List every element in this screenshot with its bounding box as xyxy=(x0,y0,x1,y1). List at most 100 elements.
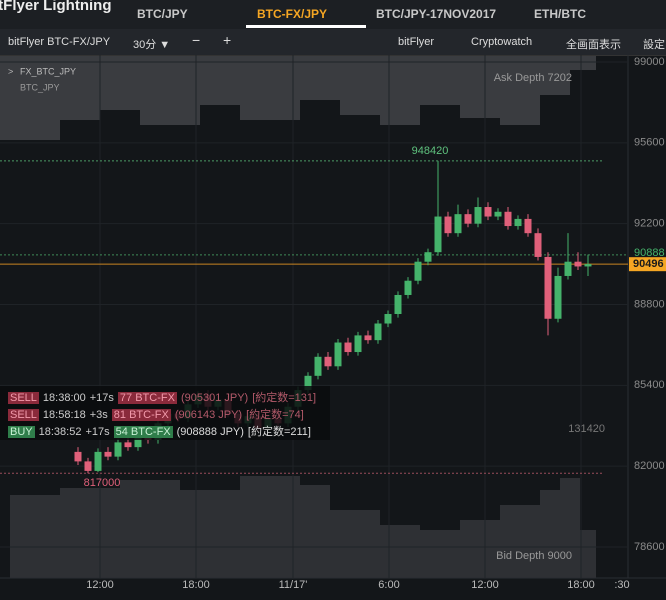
candle-body xyxy=(414,261,422,281)
trade-log: SELL 18:38:00 +17s 77 BTC-FX (905301 JPY) [約定… xyxy=(0,386,330,440)
trade-count: [約定数=131] xyxy=(252,392,317,404)
last-price-label: 90496 xyxy=(633,258,664,270)
trade-price: (906143 JPY) xyxy=(174,409,243,421)
trade-time: 18:58:18 xyxy=(42,409,86,421)
candle-body xyxy=(74,451,82,462)
candle-body xyxy=(454,214,462,234)
source-button[interactable]: Cryptowatch xyxy=(471,36,533,48)
trade-row: BUY 18:38:52 +17s 54 BTC-FX (908888 JPY) [約定数… xyxy=(8,423,315,439)
candle-body xyxy=(504,211,512,227)
tab[interactable]: BTC/JPY xyxy=(137,7,188,21)
zoom-in[interactable]: + xyxy=(223,32,232,48)
candle-body xyxy=(544,256,552,319)
candle-body xyxy=(514,218,522,227)
x-tick-label: 18:00 xyxy=(567,579,595,591)
candle-body xyxy=(304,375,312,391)
trade-delay: +3s xyxy=(89,409,108,421)
candle-body xyxy=(554,275,562,319)
candle-body xyxy=(534,233,542,257)
candle-body xyxy=(574,261,582,267)
trade-side: SELL xyxy=(8,392,39,404)
candle-body xyxy=(434,216,442,253)
tab[interactable]: BTC/JPY-17NOV2017 xyxy=(376,7,497,21)
tab-bar: itFlyer Lightning BTC/JPY BTC-FX/JPY BTC… xyxy=(0,0,666,29)
candle-body xyxy=(314,356,322,376)
zoom-out[interactable]: − xyxy=(192,32,201,48)
bid-depth xyxy=(10,476,596,578)
trade-time: 18:38:00 xyxy=(42,392,86,404)
candle-body xyxy=(464,214,472,224)
y-tick-label: 85400 xyxy=(634,379,665,391)
y-tick-label: 78600 xyxy=(634,541,665,553)
market: bitFlyer BTC-FX/JPY xyxy=(8,36,111,48)
expander[interactable]: > xyxy=(8,66,13,76)
trade-count: [約定数=74] xyxy=(246,409,304,421)
compare-symbol: BTC_JPY xyxy=(20,82,60,92)
low-label: 817000 xyxy=(84,477,121,489)
tab[interactable]: ETH/BTC xyxy=(534,7,586,21)
trade-delay: +17s xyxy=(89,392,114,404)
last-price-box xyxy=(629,257,666,272)
candle-body xyxy=(84,461,92,471)
trade-side: BUY xyxy=(8,426,35,438)
high-label: 948420 xyxy=(412,145,449,157)
fullscreen-button[interactable]: 全画面表示 xyxy=(566,39,621,51)
trade-size: 54 BTC-FX xyxy=(113,426,173,438)
y-tick-label: 88800 xyxy=(634,298,665,310)
bid-price-label: 90888 xyxy=(634,247,665,259)
candle-body xyxy=(524,218,532,234)
y-tick-label: 99000 xyxy=(634,56,665,68)
x-tick-label: 18:00 xyxy=(182,579,210,591)
candle-body xyxy=(374,323,382,341)
candle-body xyxy=(484,207,492,217)
trade-count: [約定数=211] xyxy=(247,426,311,438)
candle-body xyxy=(334,342,342,367)
trade-price: (908888 JPY) xyxy=(176,426,244,438)
trade-row: SELL 18:38:00 +17s 77 BTC-FX (905301 JPY) [約定… xyxy=(8,389,320,405)
depth-value: 131420 xyxy=(568,423,605,435)
candle-body xyxy=(114,442,122,457)
trade-side: SELL xyxy=(8,409,39,421)
candle-body xyxy=(324,356,332,367)
candle-body xyxy=(344,342,352,353)
bid-depth-label: Bid Depth 9000 xyxy=(496,550,572,562)
x-tick-label: 6:00 xyxy=(378,579,399,591)
candle-body xyxy=(444,216,452,234)
x-tick-label: 12:00 xyxy=(471,579,499,591)
candle-body xyxy=(134,435,142,448)
y-tick-label: 82000 xyxy=(634,460,665,472)
tab-underline xyxy=(246,25,366,28)
tab-active[interactable]: BTC-FX/JPY xyxy=(257,7,328,21)
logo: itFlyer Lightning xyxy=(0,0,112,14)
x-tick-label: 11/17' xyxy=(279,579,308,591)
candle-body xyxy=(94,451,102,471)
candle-body xyxy=(564,261,572,276)
trade-row: SELL 18:58:18 +3s 81 BTC-FX (906143 JPY) [約定数… xyxy=(8,406,308,422)
ask-depth-label: Ask Depth 7202 xyxy=(494,72,572,84)
candle-body xyxy=(494,211,502,217)
candle-body xyxy=(354,335,362,353)
trade-size: 77 BTC-FX xyxy=(117,392,177,404)
symbol: FX_BTC_JPY xyxy=(20,66,76,76)
toolbar: bitFlyer BTC-FX/JPY 30分 ▼ − + bitFlyer C… xyxy=(0,29,666,56)
trade-time: 18:38:52 xyxy=(38,426,82,438)
settings-button[interactable]: 設定 xyxy=(643,39,665,51)
candle-body xyxy=(404,280,412,295)
candle-body xyxy=(104,451,112,457)
trade-delay: +17s xyxy=(85,426,110,438)
candle-body xyxy=(384,314,392,324)
candle-body xyxy=(364,335,372,341)
x-tick-label: 12:00 xyxy=(86,579,114,591)
ask-depth xyxy=(0,56,596,140)
candle-body xyxy=(584,264,592,267)
interval-button[interactable]: 30分 ▼ xyxy=(133,39,171,51)
y-tick-label: 95600 xyxy=(634,137,665,149)
trade-price: (905301 JPY) xyxy=(180,392,249,404)
candle-body xyxy=(424,252,432,262)
candle-body xyxy=(124,442,132,448)
source-button[interactable]: bitFlyer xyxy=(398,36,435,48)
trade-size: 81 BTC-FX xyxy=(111,409,171,421)
candle-body xyxy=(394,294,402,315)
